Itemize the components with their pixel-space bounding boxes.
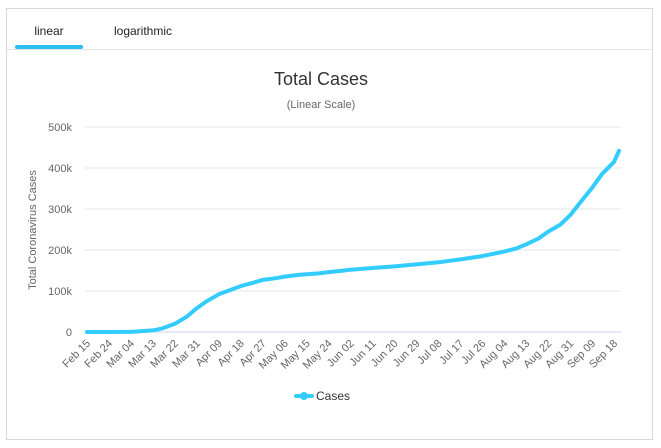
y-axis-ticks: 0 100k 200k 300k 400k 500k: [48, 122, 72, 339]
y-tick-label: 100k: [48, 286, 72, 298]
y-tick-label: 500k: [48, 122, 72, 134]
legend-label-cases: Cases: [316, 389, 350, 403]
chart-subtitle: (Linear Scale): [287, 99, 355, 111]
chart-panel: linear logarithmic: [6, 8, 653, 440]
legend[interactable]: Cases: [294, 389, 350, 403]
y-tick-label: 300k: [48, 204, 72, 216]
legend-marker-cases: [300, 392, 308, 400]
y-axis-label: Total Coronavirus Cases: [27, 170, 39, 290]
series-line-cases[interactable]: [85, 148, 621, 334]
active-tab-indicator: [15, 45, 83, 49]
tab-linear[interactable]: linear: [34, 24, 64, 38]
y-tick-label: 400k: [48, 163, 72, 175]
y-tick-label: 200k: [48, 245, 72, 257]
grid-lines: [85, 126, 621, 333]
series-layer: [85, 148, 621, 334]
tab-logarithmic[interactable]: logarithmic: [113, 24, 173, 38]
chart-title: Total Cases: [274, 69, 368, 89]
y-tick-label: 0: [66, 327, 72, 339]
scale-tab-bar: linear logarithmic: [7, 9, 652, 50]
